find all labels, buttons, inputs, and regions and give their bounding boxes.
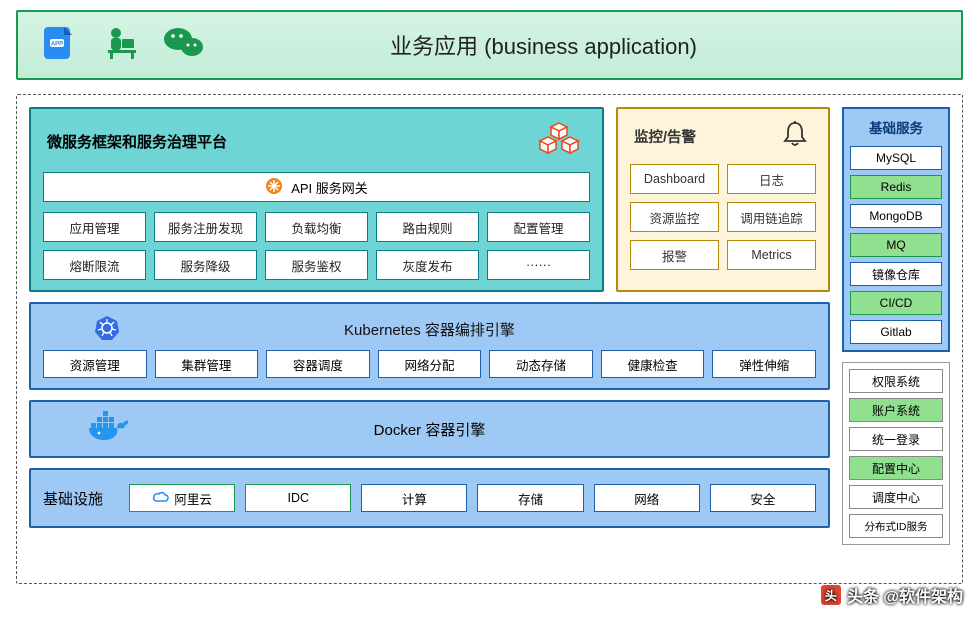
icell-network: 网络 — [594, 484, 700, 512]
mcell-alert: 报警 — [630, 240, 719, 270]
svg-text:APP: APP — [51, 41, 63, 47]
app-icon: APP — [38, 23, 78, 68]
person-desk-icon — [100, 23, 140, 68]
scell-scheduler: 调度中心 — [849, 485, 943, 509]
watermark: 头 头条 @软件架构 — [821, 583, 963, 607]
watermark-logo-icon: 头 — [821, 585, 841, 605]
scell-account: 账户系统 — [849, 398, 943, 422]
sidebar: 基础服务 MySQL Redis MongoDB MQ 镜像仓库 CI/CD G… — [842, 107, 950, 571]
docker-title: Docker 容器引擎 — [374, 419, 486, 440]
kcell-scheduling: 容器调度 — [266, 350, 370, 378]
kubernetes-panel: Kubernetes 容器编排引擎 资源管理 集群管理 容器调度 网络分配 动态… — [29, 302, 830, 390]
microservice-row1: 应用管理 服务注册发现 负载均衡 路由规则 配置管理 — [43, 212, 590, 242]
cell-service-registry: 服务注册发现 — [154, 212, 257, 242]
microservice-title: 微服务框架和服务治理平台 — [47, 131, 227, 152]
kcell-scaling: 弹性伸缩 — [712, 350, 816, 378]
docker-panel: Docker 容器引擎 — [29, 400, 830, 458]
kube-grid: 资源管理 集群管理 容器调度 网络分配 动态存储 健康检查 弹性伸缩 — [43, 350, 816, 378]
icell-storage: 存储 — [477, 484, 583, 512]
main-column: 微服务框架和服务治理平台 API 服务网关 应用管理 服务注册发现 — [29, 107, 830, 571]
cell-config-mgmt: 配置管理 — [487, 212, 590, 242]
kcell-health: 健康检查 — [601, 350, 705, 378]
api-gateway-label: API 服务网关 — [291, 178, 368, 197]
cell-load-balance: 负载均衡 — [265, 212, 368, 242]
scell-config-center: 配置中心 — [849, 456, 943, 480]
cell-routing: 路由规则 — [376, 212, 479, 242]
banner-title: 业务应用 (business application) — [206, 29, 941, 61]
scell-mysql: MySQL — [850, 146, 942, 170]
sidebar-title: 基础服务 — [850, 115, 942, 141]
sidebar-systems: 权限系统 账户系统 统一登录 配置中心 调度中心 分布式ID服务 — [842, 362, 950, 545]
scell-distributed-id: 分布式ID服务 — [849, 514, 943, 538]
cloud-icon — [152, 491, 170, 506]
mcell-resource-monitor: 资源监控 — [630, 202, 719, 232]
wechat-icon — [162, 23, 206, 68]
icell-idc: IDC — [245, 484, 351, 512]
watermark-text: 头条 @软件架构 — [847, 583, 963, 607]
cubes-icon — [536, 121, 582, 162]
cell-more: ······ — [487, 250, 590, 280]
icell-aliyun: 阿里云 — [129, 484, 235, 512]
mcell-trace: 调用链追踪 — [727, 202, 816, 232]
scell-gitlab: Gitlab — [850, 320, 942, 344]
business-app-banner: APP 业务应用 (business application) — [16, 10, 963, 80]
infra-title: 基础设施 — [43, 488, 109, 509]
scell-mongodb: MongoDB — [850, 204, 942, 228]
mcell-metrics: Metrics — [727, 240, 816, 270]
icell-security: 安全 — [710, 484, 816, 512]
monitor-panel: 监控/告警 Dashboard 日志 资源监控 调用链追踪 报警 Metrics — [616, 107, 830, 292]
sidebar-base-services: 基础服务 MySQL Redis MongoDB MQ 镜像仓库 CI/CD G… — [842, 107, 950, 352]
kubernetes-title: Kubernetes 容器编排引擎 — [344, 319, 515, 340]
mcell-dashboard: Dashboard — [630, 164, 719, 194]
kubernetes-icon — [93, 314, 121, 347]
scell-image-repo: 镜像仓库 — [850, 262, 942, 286]
cell-app-mgmt: 应用管理 — [43, 212, 146, 242]
scell-redis: Redis — [850, 175, 942, 199]
microservice-panel: 微服务框架和服务治理平台 API 服务网关 应用管理 服务注册发现 — [29, 107, 604, 292]
api-gateway-bar: API 服务网关 — [43, 172, 590, 202]
kcell-cluster: 集群管理 — [155, 350, 259, 378]
banner-icons: APP — [38, 23, 206, 68]
scell-permission: 权限系统 — [849, 369, 943, 393]
gateway-icon — [265, 177, 283, 198]
cell-circuit-breaker: 熔断限流 — [43, 250, 146, 280]
microservice-row2: 熔断限流 服务降级 服务鉴权 灰度发布 ······ — [43, 250, 590, 280]
icell-aliyun-label: 阿里云 — [174, 489, 212, 508]
kcell-network: 网络分配 — [378, 350, 482, 378]
kcell-storage: 动态存储 — [489, 350, 593, 378]
scell-sso: 统一登录 — [849, 427, 943, 451]
scell-mq: MQ — [850, 233, 942, 257]
cell-auth: 服务鉴权 — [265, 250, 368, 280]
icell-compute: 计算 — [361, 484, 467, 512]
cell-gray-release: 灰度发布 — [376, 250, 479, 280]
architecture-container: 微服务框架和服务治理平台 API 服务网关 应用管理 服务注册发现 — [16, 94, 963, 584]
infra-panel: 基础设施 阿里云 IDC 计算 存储 网络 安全 — [29, 468, 830, 528]
monitor-grid: Dashboard 日志 资源监控 调用链追踪 报警 Metrics — [630, 164, 816, 270]
monitor-title: 监控/告警 — [634, 126, 696, 147]
docker-icon — [87, 411, 131, 448]
scell-cicd: CI/CD — [850, 291, 942, 315]
bell-icon — [780, 119, 810, 154]
cell-degrade: 服务降级 — [154, 250, 257, 280]
mcell-log: 日志 — [727, 164, 816, 194]
kcell-resource: 资源管理 — [43, 350, 147, 378]
